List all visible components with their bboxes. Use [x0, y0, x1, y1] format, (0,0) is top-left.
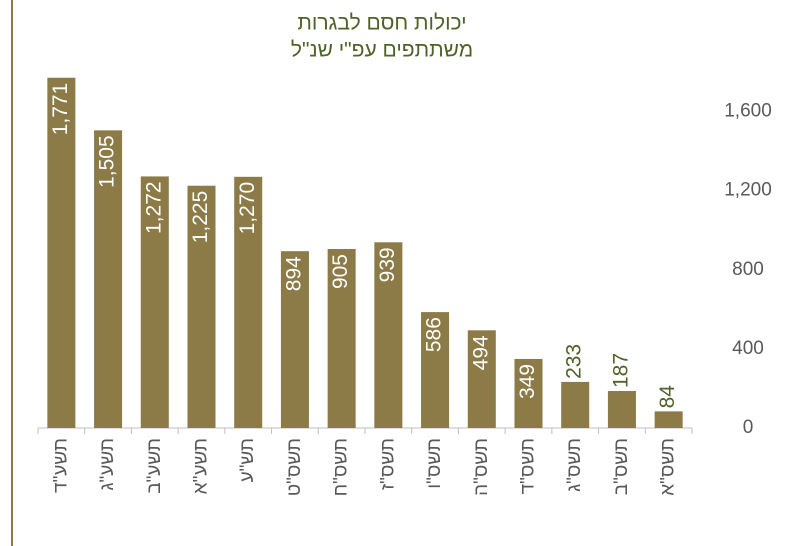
x-tick-label: תשע"ד: [50, 438, 71, 493]
x-tick-label: תשס"א: [658, 438, 679, 496]
x-tick-label: תשע"ג: [97, 438, 118, 490]
bar: [280, 251, 309, 428]
data-label: 894: [282, 256, 305, 291]
x-tick-label: תשס"ד: [518, 438, 539, 494]
data-label: 905: [329, 254, 352, 289]
data-label: 494: [469, 335, 492, 370]
bar: [140, 176, 169, 428]
x-tick-label: תשס"ז: [377, 438, 398, 490]
bar: [234, 176, 263, 428]
y-tick-label: 1,600: [724, 101, 772, 122]
data-label: 1,225: [189, 191, 212, 244]
y-tick-label: 800: [732, 259, 764, 280]
x-tick-label: תש"ע: [237, 438, 258, 482]
data-label: 233: [563, 344, 586, 379]
bar: [327, 249, 356, 428]
data-label: 586: [423, 317, 446, 352]
data-label: 187: [609, 353, 632, 388]
y-tick-label: 1,200: [724, 180, 772, 201]
chart-title: משתתפים עפ"י שנ"ל: [291, 39, 473, 62]
x-tick-label: תשס"ה: [471, 438, 492, 496]
x-tick-label: תשס"ו: [424, 438, 445, 489]
bar: [94, 130, 123, 428]
x-tick-label: תשס"ב: [611, 438, 632, 495]
x-tick-label: תשס"ג: [564, 438, 585, 492]
bar: [47, 77, 76, 428]
bar: [374, 242, 403, 428]
y-tick-label: 400: [732, 338, 764, 359]
data-label: 1,272: [142, 181, 165, 234]
data-label: 1,270: [236, 182, 259, 235]
bar: [561, 381, 590, 428]
data-label: 1,505: [96, 135, 119, 188]
x-tick-label: תשס"ח: [331, 438, 352, 496]
x-tick-label: תשע"א: [191, 438, 212, 494]
x-tick-label: תשע"ב: [144, 438, 165, 494]
chart-title: יכולות חסם לבגרות: [297, 12, 466, 35]
bar: [421, 312, 450, 428]
bar: [514, 358, 543, 428]
data-label: 1,771: [49, 83, 72, 136]
data-label: 349: [516, 364, 539, 399]
data-label: 84: [656, 385, 679, 409]
x-tick-label: תשס"ט: [284, 438, 305, 496]
bar: [187, 185, 216, 428]
y-tick-label: 0: [743, 417, 754, 438]
bar: [467, 330, 496, 428]
bar: [607, 391, 636, 428]
data-label: 939: [376, 247, 399, 282]
bar: [654, 411, 683, 428]
